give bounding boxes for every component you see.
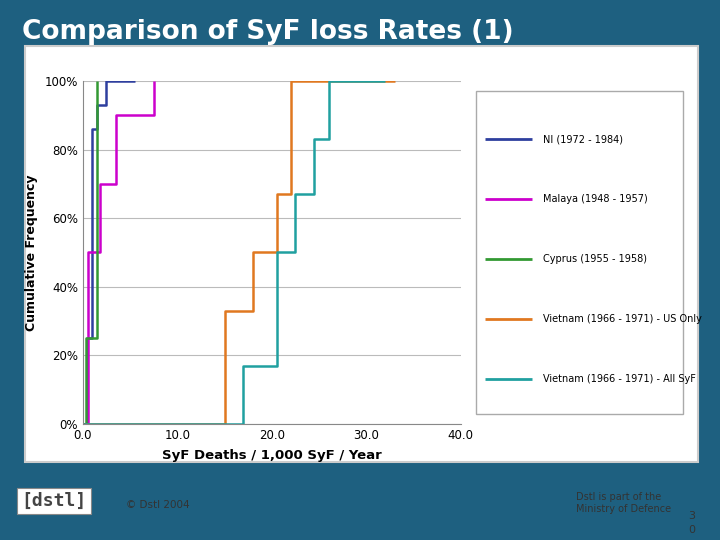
Y-axis label: Cumulative Frequency: Cumulative Frequency	[24, 174, 37, 330]
Text: Comparison of SyF loss Rates (1): Comparison of SyF loss Rates (1)	[22, 19, 513, 45]
Text: © Dstl 2004: © Dstl 2004	[126, 500, 189, 510]
Text: 3: 3	[688, 511, 695, 521]
Text: Cyprus (1955 - 1958): Cyprus (1955 - 1958)	[543, 254, 647, 264]
FancyBboxPatch shape	[476, 91, 683, 414]
Text: Malaya (1948 - 1957): Malaya (1948 - 1957)	[543, 194, 647, 204]
Text: NI (1972 - 1984): NI (1972 - 1984)	[543, 134, 623, 144]
Text: Dstl is part of the
Ministry of Defence: Dstl is part of the Ministry of Defence	[576, 492, 671, 514]
Text: 0: 0	[688, 525, 695, 535]
Text: Vietnam (1966 - 1971) - All SyF: Vietnam (1966 - 1971) - All SyF	[543, 374, 696, 384]
X-axis label: SyF Deaths / 1,000 SyF / Year: SyF Deaths / 1,000 SyF / Year	[162, 449, 382, 462]
Text: [dstl]: [dstl]	[22, 492, 87, 510]
Text: Vietnam (1966 - 1971) - US Only: Vietnam (1966 - 1971) - US Only	[543, 314, 702, 325]
